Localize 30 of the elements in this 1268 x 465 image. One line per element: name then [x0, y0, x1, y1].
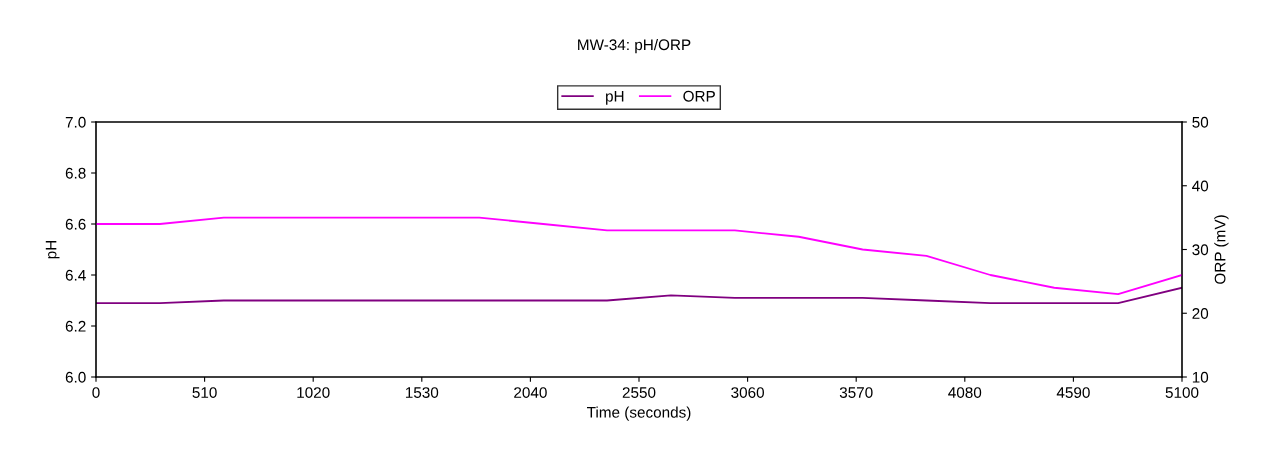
y2-tick-label: 10	[1192, 371, 1209, 383]
x-tick-label: 5100	[1165, 387, 1199, 398]
x-tick-label: 1020	[297, 387, 330, 398]
y-tick-label: 6.0	[65, 371, 86, 383]
x-tick-label: 2550	[622, 387, 656, 398]
y2-tick-label: 50	[1192, 116, 1209, 128]
y-axis-title: pH	[45, 240, 60, 259]
y-tick-label: 6.8	[65, 167, 86, 179]
x-tick-label: 3570	[839, 387, 873, 398]
y-tick-label: 7.0	[65, 116, 86, 128]
y-tick-label: 6.6	[65, 218, 86, 230]
y2-tick-label: 20	[1192, 308, 1209, 319]
legend-label: ORP	[683, 90, 715, 102]
line-series	[96, 286, 1182, 304]
x-axis-title: Time (seconds)	[587, 406, 691, 421]
y2-tick-label: 30	[1192, 244, 1209, 256]
x-tick-label: 510	[192, 387, 217, 398]
x-tick-label: 4080	[948, 387, 982, 398]
x-tick-label: 4590	[1056, 387, 1090, 398]
x-tick-label: 2040	[514, 387, 547, 398]
line-series	[96, 216, 1182, 296]
x-tick-label: 0	[92, 387, 100, 398]
y2-axis-title: ORP (mV)	[1214, 215, 1229, 284]
y2-tick-label: 40	[1192, 180, 1209, 192]
y-tick-label: 6.2	[65, 320, 86, 332]
legend-label: pH	[606, 91, 624, 105]
y-tick-label: 6.4	[65, 269, 86, 281]
chart-title: MW-34: pH/ORP	[578, 38, 691, 54]
x-tick-label: 1530	[405, 387, 439, 398]
x-tick-label: 3060	[731, 387, 764, 398]
